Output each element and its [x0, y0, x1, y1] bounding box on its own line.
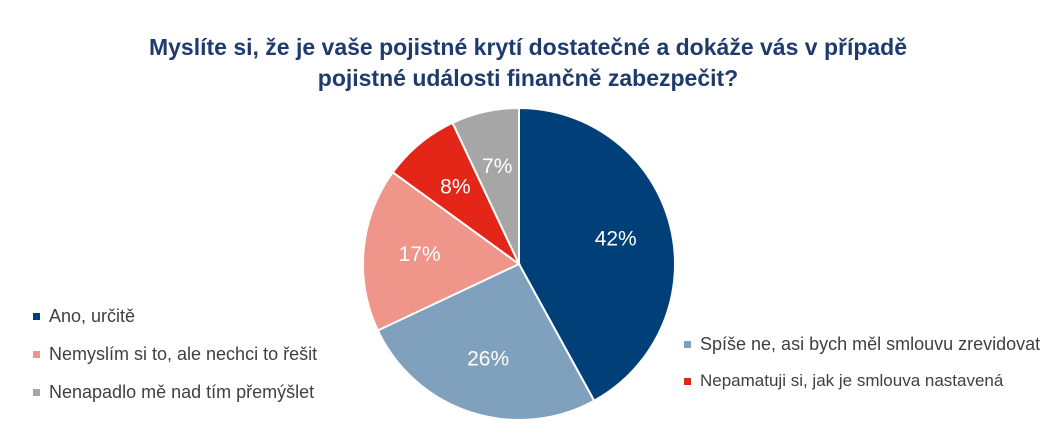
pie-slice — [518, 106, 676, 403]
pie-data-label: 8% — [440, 176, 470, 199]
legend-item-nenapadlo: Nenapadlo mě nad tím přemýšlet — [33, 382, 314, 403]
pie-data-label: 26% — [467, 347, 509, 370]
pie-data-label: 17% — [399, 243, 441, 266]
chart-title: Myslíte si, že je vaše pojistné krytí do… — [0, 32, 1056, 94]
pie-data-label: 42% — [595, 228, 637, 251]
legend-item-nepamatuji: Nepamatuji si, jak je smlouva nastavená — [684, 371, 1003, 391]
legend-item-nemyslim: Nemyslím si to, ale nechci to řešit — [33, 344, 317, 365]
legend-swatch — [684, 341, 691, 348]
chart-title-line-2: pojistné události finančně zabezpečit? — [317, 65, 739, 91]
pie-slices — [362, 106, 676, 421]
legend-swatch — [684, 377, 691, 385]
chart-title-line-1: Myslíte si, že je vaše pojistné krytí do… — [148, 34, 908, 60]
pie-slice — [376, 262, 596, 421]
pie-slice — [362, 170, 521, 332]
legend-swatch — [33, 351, 40, 358]
legend-label: Nenapadlo mě nad tím přemýšlet — [49, 382, 315, 402]
legend-item-spise-ne: Spíše ne, asi bych měl smlouvu zrevidova… — [684, 334, 1040, 355]
legend-label: Nemyslím si to, ale nechci to řešit — [49, 344, 318, 364]
legend-swatch — [33, 313, 40, 320]
legend-swatch — [33, 389, 40, 396]
legend-label: Ano, určitě — [49, 306, 136, 326]
legend-label: Nepamatuji si, jak je smlouva nastavená — [700, 371, 1004, 390]
pie-data-labels: 42% 26% 17% 8% 7% — [399, 155, 637, 370]
pie-slice — [451, 106, 520, 265]
legend-item-ano: Ano, určitě — [33, 306, 135, 327]
pie-data-label: 7% — [482, 155, 512, 178]
legend-label: Spíše ne, asi bych měl smlouvu zrevidova… — [700, 334, 1041, 354]
